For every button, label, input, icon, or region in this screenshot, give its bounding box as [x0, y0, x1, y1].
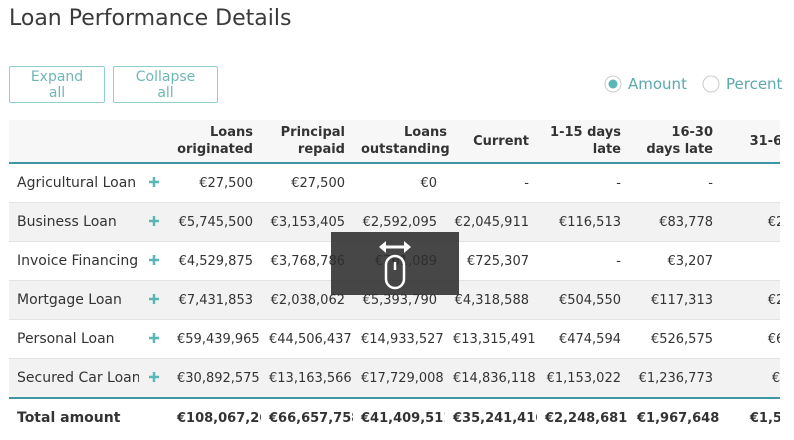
expand-cell[interactable] [139, 280, 169, 320]
value-cell: €1,577, [721, 397, 780, 437]
row-name: Business Loan [9, 202, 139, 242]
header-cell: 16-30 days late [629, 120, 721, 164]
page-title: Loan Performance Details [9, 6, 292, 31]
header-cell [139, 120, 169, 164]
value-cell [721, 163, 780, 203]
value-cell: €30,892,575 [169, 358, 261, 399]
value-cell: €66,657,758 [261, 397, 353, 437]
value-cell: €13 [721, 241, 780, 281]
value-cell: €1,236,773 [629, 358, 721, 399]
table-row: Business Loan €5,745,500 €3,153,405 €2,592,… [9, 202, 780, 242]
column-header: 1-15 days late [550, 125, 621, 157]
value-cell: €83,778 [629, 202, 721, 242]
radio-label: Amount [628, 75, 687, 93]
column-header: 31-60 d [749, 133, 780, 149]
header-cell: 31-60 d [721, 120, 780, 164]
value-cell: €3,153,405 [261, 202, 353, 242]
header-cell [9, 120, 139, 164]
value-cell: €59,439,965 [169, 319, 261, 359]
value-cell: €4,318,588 [445, 280, 537, 320]
value-cell: €17,729,008 [353, 358, 445, 399]
empty-cell [139, 397, 169, 437]
scroll-hint-overlay [331, 232, 459, 295]
value-cell: €117,313 [629, 280, 721, 320]
header-cell: Current [445, 120, 537, 164]
value-cell: €13,163,566 [261, 358, 353, 399]
value-cell: €44,506,437 [261, 319, 353, 359]
value-cell: €474,594 [537, 319, 629, 359]
table-row: Total amount €108,067,269€66,657,758€41,4… [9, 397, 780, 437]
header-cell: 1-15 days late [537, 120, 629, 164]
radio-selected [604, 75, 622, 93]
table-row: Personal Loan €59,439,965 €44,506,437 €14,9… [9, 319, 780, 359]
expand-all-button[interactable]: Expand all [9, 66, 105, 103]
value-cell: €526,575 [629, 319, 721, 359]
plus-icon [149, 176, 159, 187]
value-cell: €1,153,022 [537, 358, 629, 399]
column-header: 16-30 days late [646, 125, 713, 157]
value-cell: €5,745,500 [169, 202, 261, 242]
plus-icon [149, 254, 159, 265]
value-cell: €27,500 [169, 163, 261, 203]
column-header: Current [473, 133, 529, 149]
value-cell: €297, [721, 280, 780, 320]
table-row: Agricultural Loan €27,500 €27,500 €0- - - [9, 163, 780, 203]
value-cell: - [537, 163, 629, 203]
table-row: Mortgage Loan €7,431,853 €2,038,062 €5,393,… [9, 280, 780, 320]
row-name: Agricultural Loan [9, 163, 139, 203]
collapse-all-button[interactable]: Collapse all [113, 66, 218, 103]
value-cell: - [629, 163, 721, 203]
column-header: Principal repaid [280, 125, 345, 157]
value-cell: €2,248,681 [537, 397, 629, 437]
value-cell: €615, [721, 319, 780, 359]
loan-table: Loans originated Principal repaid Loans ou… [9, 120, 780, 437]
value-cell: €1,967,648 [629, 397, 721, 437]
value-cell: €4,529,875 [169, 241, 261, 281]
table-row: Secured Car Loan €30,892,575 €13,163,566 €1… [9, 358, 780, 399]
value-cell: €14,836,118 [445, 358, 537, 399]
header-cell: Principal repaid [261, 120, 353, 164]
value-cell: €436 [721, 358, 780, 399]
value-cell: €504,550 [537, 280, 629, 320]
row-name: Personal Loan [9, 319, 139, 359]
column-header: Loans outstanding [361, 125, 450, 157]
value-cell: - [537, 241, 629, 281]
column-header: Loans originated [177, 125, 253, 157]
header-cell: Loans outstanding [353, 120, 450, 164]
table-container: Loans originated Principal repaid Loans ou… [9, 120, 780, 440]
amount-radio[interactable]: Amount [604, 75, 687, 93]
plus-icon [149, 293, 159, 304]
plus-icon [149, 215, 159, 226]
row-name: Invoice Financing [9, 241, 139, 281]
value-cell: €0 [353, 163, 445, 203]
expand-cell[interactable] [139, 163, 169, 203]
value-cell: €27,500 [261, 163, 353, 203]
value-cell: €116,513 [537, 202, 629, 242]
value-cell: €3,207 [629, 241, 721, 281]
value-cell: €7,431,853 [169, 280, 261, 320]
plus-icon [149, 332, 159, 343]
radio-label: Percent [726, 75, 783, 93]
expand-cell[interactable] [139, 358, 169, 399]
value-cell: €35,241,416 [445, 397, 537, 437]
value-cell: - [445, 163, 537, 203]
radio-unselected [702, 75, 720, 93]
expand-cell[interactable] [139, 319, 169, 359]
value-cell: €14,933,527 [353, 319, 445, 359]
row-name: Total amount [9, 397, 139, 437]
value-cell: €725,307 [445, 241, 537, 281]
value-cell: €2,045,911 [445, 202, 537, 242]
plus-icon [149, 371, 159, 382]
row-name: Secured Car Loan [9, 358, 139, 399]
value-cell: €108,067,269 [169, 397, 261, 437]
row-name: Mortgage Loan [9, 280, 139, 320]
percent-radio[interactable]: Percent [702, 75, 782, 93]
value-cell: €214, [721, 202, 780, 242]
header-cell: Loans originated [169, 120, 261, 164]
value-cell: €13,315,491 [445, 319, 537, 359]
expand-cell[interactable] [139, 202, 169, 242]
expand-cell[interactable] [139, 241, 169, 281]
value-cell: €41,409,511 [353, 397, 445, 437]
